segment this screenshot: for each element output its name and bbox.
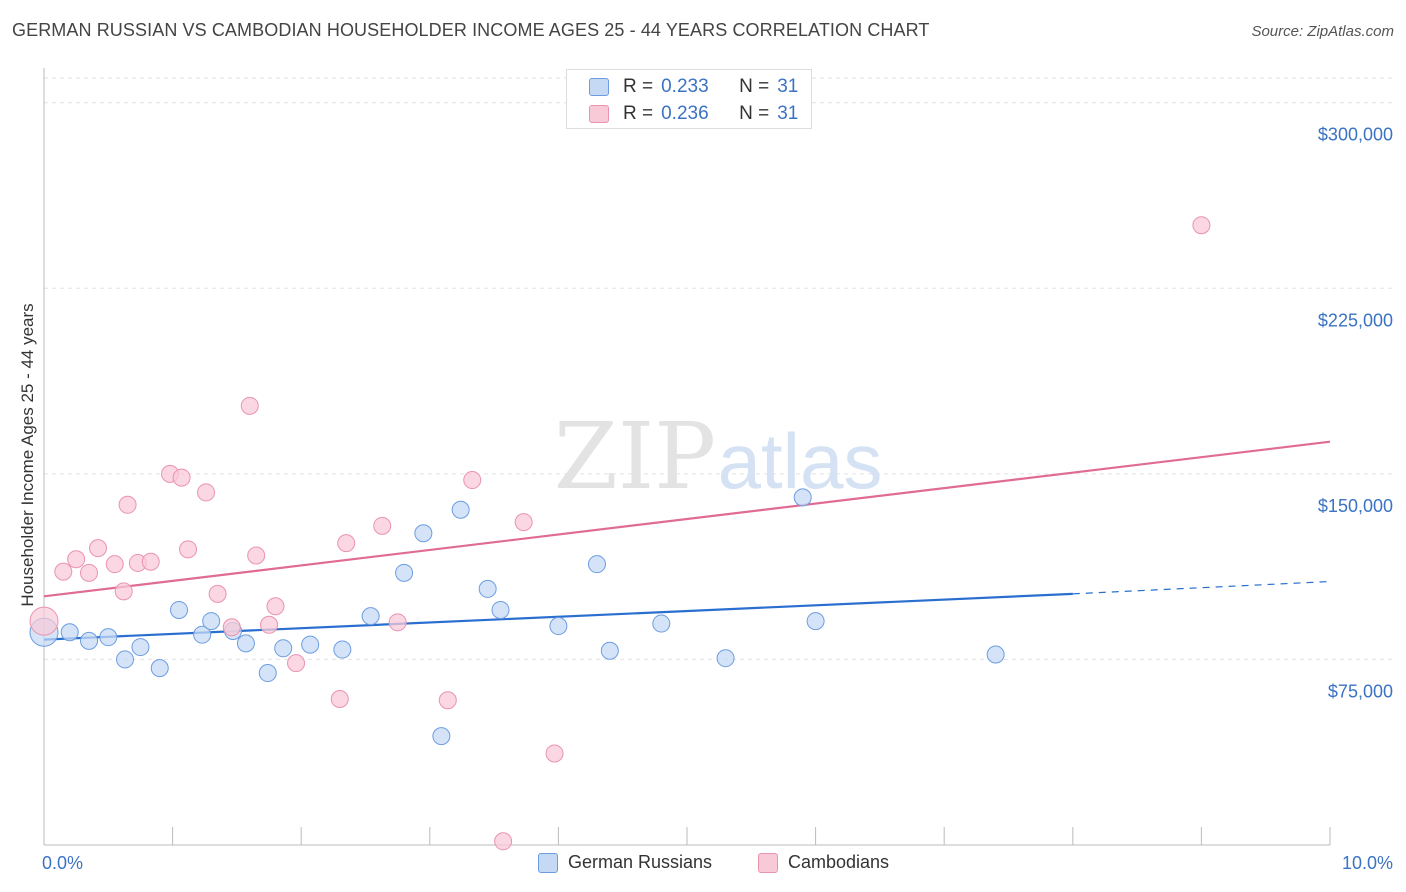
point-cambodians <box>172 468 191 487</box>
legend-r-label: R = <box>623 103 654 124</box>
point-german-russians <box>116 650 135 669</box>
point-german-russians <box>600 641 619 660</box>
legend-row-german-russians: R = 0.233 N = 31 <box>589 76 798 98</box>
point-german-russians <box>986 645 1005 664</box>
point-cambodians <box>494 832 513 851</box>
x-tick-label-max: 10.0% <box>1342 853 1393 873</box>
point-cambodians <box>438 691 457 710</box>
point-german-russians <box>652 614 671 633</box>
point-cambodians <box>89 539 108 558</box>
point-german-russians <box>549 617 568 636</box>
point-cambodians <box>197 483 216 502</box>
series-label-cambodians: Cambodians <box>788 852 890 872</box>
point-cambodians <box>463 471 482 490</box>
point-cambodians <box>330 690 349 709</box>
point-cambodians <box>388 613 407 632</box>
points-layer <box>29 216 1211 851</box>
point-cambodians <box>208 584 227 603</box>
series-legend-german-russians: German Russians <box>538 852 712 873</box>
point-cambodians <box>514 513 533 532</box>
point-german-russians <box>150 659 169 678</box>
point-german-russians <box>361 607 380 626</box>
series-swatch-german-russians <box>538 852 558 873</box>
point-cambodians <box>54 562 73 581</box>
point-german-russians <box>587 555 606 574</box>
source-label: Source: ZipAtlas.com <box>1251 23 1394 40</box>
point-german-russians <box>236 634 255 653</box>
point-german-russians <box>193 625 212 644</box>
point-cambodians <box>247 546 266 565</box>
point-cambodians <box>373 516 392 535</box>
point-cambodians <box>80 563 99 582</box>
y-tick-label: $300,000 <box>1318 125 1393 145</box>
point-german-russians <box>258 664 277 683</box>
legend-swatch-cambodians <box>589 105 609 123</box>
point-cambodians <box>67 550 86 569</box>
series-legend-cambodians: Cambodians <box>758 852 889 873</box>
point-cambodians <box>141 552 160 571</box>
point-cambodians <box>266 597 285 616</box>
point-cambodians <box>114 582 133 601</box>
trend-line-extension <box>1072 580 1331 595</box>
point-german-russians <box>395 563 414 582</box>
point-german-russians <box>274 639 293 658</box>
y-tick-label: $75,000 <box>1328 681 1393 701</box>
point-german-russians <box>333 640 352 659</box>
trend-line <box>43 592 1073 641</box>
point-cambodians <box>287 654 306 673</box>
point-german-russians <box>170 600 189 619</box>
point-cambodians <box>118 495 137 514</box>
point-german-russians <box>478 579 497 598</box>
point-cambodians <box>545 744 564 763</box>
legend-n-value: 31 <box>777 76 799 97</box>
point-cambodians <box>105 555 124 574</box>
point-german-russians <box>414 524 433 543</box>
point-cambodians <box>337 534 356 553</box>
point-cambodians <box>240 396 259 415</box>
point-cambodians <box>222 618 241 637</box>
legend-n-value: 31 <box>777 103 799 124</box>
stats-legend: R = 0.233 N = 31 R = 0.236 N = 31 <box>566 69 812 129</box>
point-german-russians <box>60 623 79 642</box>
point-german-russians <box>202 612 221 631</box>
point-german-russians <box>99 628 118 647</box>
point-cambodians <box>260 615 279 634</box>
point-german-russians <box>793 488 812 507</box>
point-cambodians <box>1192 216 1211 235</box>
point-german-russians <box>432 727 451 746</box>
point-cambodians <box>29 606 59 636</box>
x-tick-label-min: 0.0% <box>42 853 83 873</box>
legend-r-label: R = <box>623 76 654 97</box>
point-german-russians <box>716 649 735 668</box>
y-tick-label: $225,000 <box>1318 310 1393 330</box>
legend-n-label: N = <box>739 103 770 124</box>
y-tick-label: $150,000 <box>1318 496 1393 516</box>
watermark-zip: ZIP <box>554 403 716 510</box>
point-german-russians <box>806 612 825 631</box>
trend-lines <box>43 440 1331 641</box>
y-tick-labels: $75,000 $150,000 $225,000 $300,000 <box>1318 125 1393 702</box>
legend-n-label: N = <box>739 76 770 97</box>
point-german-russians <box>301 635 320 654</box>
series-swatch-cambodians <box>758 852 778 873</box>
trend-line <box>43 440 1331 598</box>
axes <box>43 68 1331 846</box>
point-german-russians <box>80 631 99 650</box>
chart-title: GERMAN RUSSIAN VS CAMBODIAN HOUSEHOLDER … <box>12 20 930 40</box>
point-cambodians <box>179 540 198 559</box>
point-german-russians <box>451 500 470 519</box>
point-german-russians <box>131 638 150 657</box>
watermark: ZIP atlas <box>554 403 882 510</box>
legend-row-cambodians: R = 0.236 N = 31 <box>589 103 798 125</box>
series-label-german-russians: German Russians <box>568 852 713 872</box>
series-legend: German Russians Cambodians <box>0 852 1406 876</box>
legend-r-value: 0.236 <box>661 103 709 124</box>
point-german-russians <box>491 600 510 619</box>
legend-swatch-german-russians <box>589 78 609 96</box>
legend-r-value: 0.233 <box>661 76 709 97</box>
